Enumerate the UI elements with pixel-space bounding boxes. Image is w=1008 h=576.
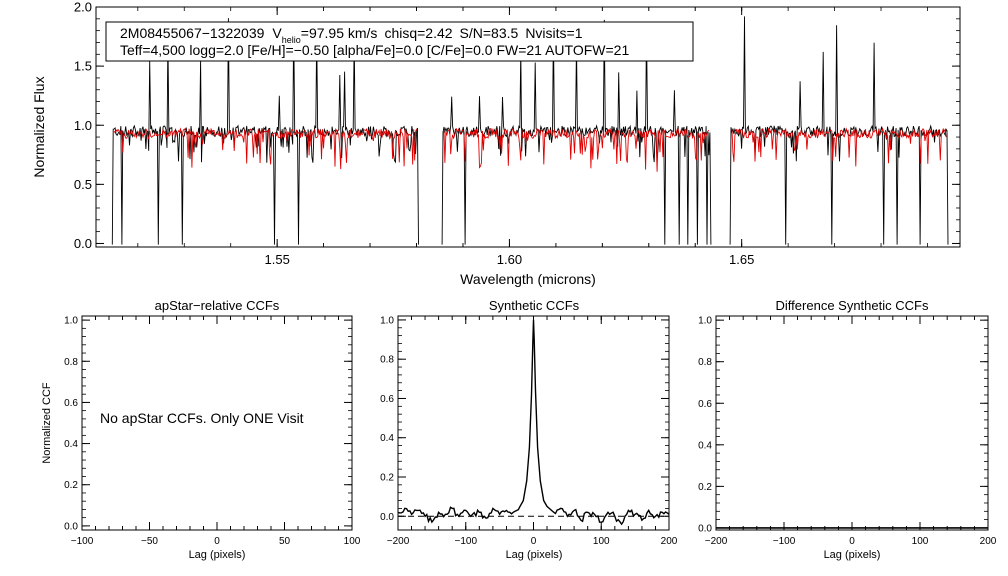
spectrum-axes-frame	[95, 6, 961, 248]
apstar-ccf-title: apStar−relative CCFs	[155, 298, 280, 313]
chisq: chisq=2.42	[384, 25, 452, 41]
synthetic-ytick-label: 0.2	[380, 472, 394, 483]
apstar-ytick-label: 0.6	[64, 398, 78, 409]
difference-xtick-label: 200	[980, 536, 997, 547]
apstar-xtick-label: 100	[344, 536, 361, 547]
synthetic-xtick-label: −100	[454, 536, 477, 547]
star-info-box: 2M08455067−1322039 Vhelio=97.95 km/s chisq…	[105, 21, 694, 62]
nvisits: Nvisits=1	[525, 25, 582, 41]
spectrum-plot-area	[111, 16, 949, 245]
difference-ytick-label: 0.0	[698, 523, 712, 534]
apstar-ytick-label: 0.0	[64, 521, 78, 532]
difference-ytick-label: 1.0	[698, 316, 712, 327]
synthetic-ccf-panel: Synthetic CCFs −200 −100 0 100 200 0.0 0.2 0.4 0…	[380, 298, 678, 561]
difference-ytick-label: 0.4	[698, 440, 712, 451]
synthetic-ytick-label: 0.6	[380, 394, 394, 405]
difference-ytick-label: 0.8	[698, 357, 712, 368]
synthetic-ccf-title: Synthetic CCFs	[489, 298, 580, 313]
difference-ytick-label: 0.6	[698, 399, 712, 410]
synthetic-ytick-label: 0.0	[380, 512, 394, 523]
synthetic-ytick-label: 1.0	[380, 315, 394, 326]
synthetic-xtick-label: 0	[531, 536, 537, 547]
spectrum-model-line	[113, 127, 418, 170]
difference-xtick-label: −200	[705, 536, 728, 547]
spectrum-xtick-label: 1.55	[265, 252, 290, 267]
apstar-ticks: −100 −50 0 50 100 0.0 0.2 0.4 0.6 0.8 1.0	[64, 316, 361, 547]
vhelio-symbol: V	[272, 25, 282, 41]
difference-xlabel: Lag (pixels)	[824, 549, 881, 561]
info-box-frame	[105, 21, 694, 62]
info-line-1: 2M08455067−1322039 Vhelio=97.95 km/s chisq…	[120, 25, 583, 45]
apstar-xlabel: Lag (pixels)	[189, 549, 246, 561]
synthetic-xtick-label: 100	[593, 536, 610, 547]
spectrum-panel: 1.55 1.60 1.65 0.0 0.5 1.0 1.5 2.0 2M08455067−1…	[31, 0, 961, 287]
apstar-ytick-label: 1.0	[64, 316, 78, 327]
synthetic-ytick-label: 0.4	[380, 433, 394, 444]
spectrum-ytick-label: 1.5	[74, 59, 92, 74]
synthetic-xlabel: Lag (pixels)	[506, 549, 563, 561]
spectrum-ytick-label: 0.5	[74, 177, 92, 192]
info-line-2: Teff=4,500 logg=2.0 [Fe/H]=−0.50 [alpha/…	[120, 42, 629, 58]
synthetic-xtick-label: −200	[387, 536, 410, 547]
synthetic-ytick-label: 0.8	[380, 355, 394, 366]
spectrum-xtick-label: 1.60	[497, 252, 522, 267]
star-id: 2M08455067−1322039	[120, 25, 265, 41]
signal-to-noise: S/N=83.5	[460, 25, 519, 41]
difference-xtick-label: 0	[849, 536, 855, 547]
spectrum-ticks: 1.55 1.60 1.65 0.0 0.5 1.0 1.5 2.0	[74, 0, 960, 267]
spectrum-ylabel: Normalized Flux	[31, 76, 47, 177]
spectrum-ytick-label: 0.0	[74, 236, 92, 251]
spectrum-ytick-label: 2.0	[74, 0, 92, 15]
synthetic-xtick-label: 200	[661, 536, 678, 547]
apstar-ylabel: Normalized CCF	[41, 382, 53, 464]
spectrum-model-line	[731, 127, 947, 167]
apstar-xtick-label: −50	[141, 536, 158, 547]
difference-ytick-label: 0.2	[698, 482, 712, 493]
vhelio-subscript: helio	[282, 35, 301, 45]
spectrum-xlabel: Wavelength (microns)	[460, 271, 596, 287]
apstar-ccf-panel: apStar−relative CCFs −100 −50 0 50 100 0.0 0.2…	[41, 298, 361, 561]
apstar-xtick-label: −100	[71, 536, 94, 547]
apstar-xtick-label: 50	[279, 536, 291, 547]
difference-ticks: −200 −100 0 100 200 0.0 0.2 0.4 0.6 0.8 1.0	[698, 316, 997, 547]
spectrum-ytick-label: 1.0	[74, 118, 92, 133]
spectrum-xtick-label: 1.65	[729, 252, 754, 267]
apstar-ytick-label: 0.8	[64, 357, 78, 368]
synthetic-ticks: −200 −100 0 100 200 0.0 0.2 0.4 0.6 0.8 1.0	[380, 315, 678, 547]
difference-ccf-panel: Difference Synthetic CCFs −200 −100 0 100 20…	[698, 298, 997, 561]
difference-ccf-title: Difference Synthetic CCFs	[776, 298, 929, 313]
apstar-ytick-label: 0.4	[64, 439, 78, 450]
vhelio-value: =97.95 km/s	[301, 25, 378, 41]
difference-xtick-label: 100	[912, 536, 929, 547]
apstar-annotation: No apStar CCFs. Only ONE Visit	[100, 410, 304, 426]
spectrum-model-line	[443, 127, 710, 172]
apstar-ytick-label: 0.2	[64, 480, 78, 491]
difference-xtick-label: −100	[773, 536, 796, 547]
apstar-xtick-label: 0	[214, 536, 220, 547]
